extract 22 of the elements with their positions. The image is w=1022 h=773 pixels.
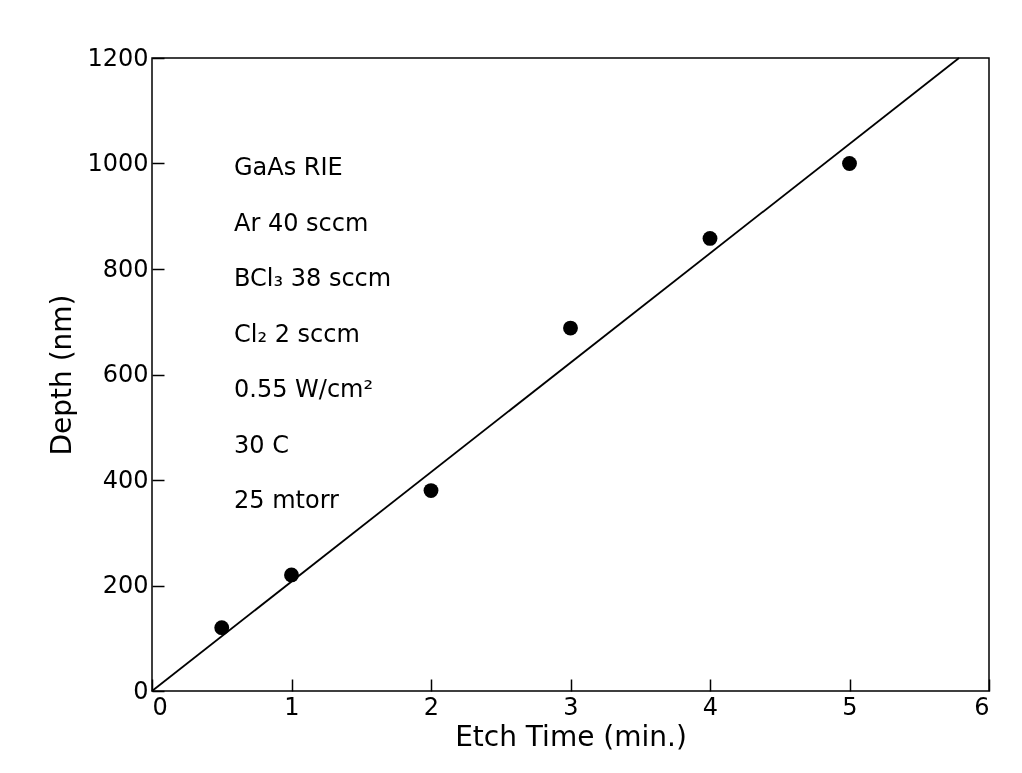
annotation: Cl₂ 2 sccm — [234, 319, 360, 348]
y-tick-label: 1000 — [87, 149, 149, 177]
annotation: Ar 40 sccm — [234, 208, 369, 237]
annotation: 30 C — [234, 430, 289, 459]
y-tick-label: 200 — [102, 571, 149, 599]
annotation: GaAs RIE — [234, 153, 343, 181]
y-tick-label: 400 — [102, 465, 149, 494]
annotation: 25 mtorr — [234, 486, 340, 514]
annotation: 0.55 W/cm² — [234, 375, 374, 403]
y-tick-label: 600 — [102, 360, 149, 388]
x-tick-label: 1 — [284, 692, 300, 721]
x-tick-label: 4 — [702, 692, 719, 721]
x-tick-label: 5 — [842, 692, 858, 721]
annotation: BCl₃ 38 sccm — [234, 264, 392, 292]
x-tick-label: 2 — [423, 692, 440, 721]
y-tick-label: 800 — [102, 254, 149, 283]
x-tick-label: 3 — [563, 692, 579, 721]
x-axis-title: Etch Time (min.) — [455, 719, 687, 753]
y-axis-title: Depth (nm) — [45, 294, 79, 456]
x-tick-label: 0 — [152, 692, 168, 721]
y-tick-label: 1200 — [87, 43, 149, 72]
x-tick-label: 6 — [974, 692, 990, 721]
